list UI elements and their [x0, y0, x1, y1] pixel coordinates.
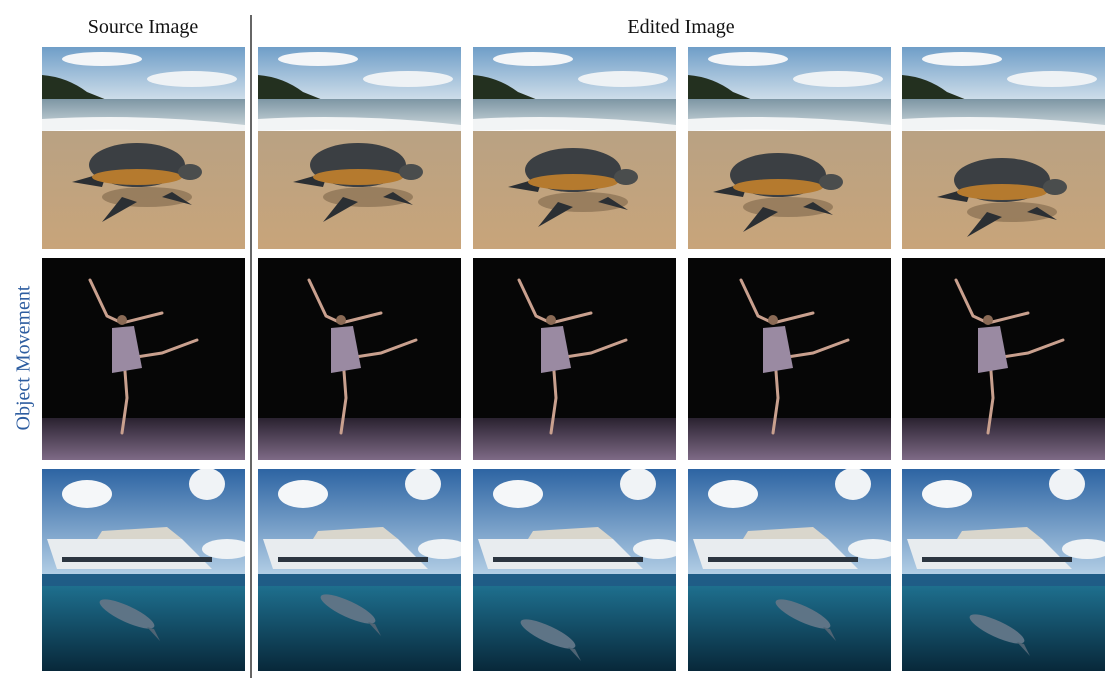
image-cell	[258, 469, 461, 671]
image-cell	[902, 258, 1105, 460]
image-cell	[473, 258, 676, 460]
image-cell	[42, 469, 245, 671]
image-background	[42, 469, 245, 671]
image-cell	[258, 47, 461, 249]
row-label: Object Movement	[13, 285, 35, 430]
image-background	[688, 469, 891, 671]
image-cell	[688, 47, 891, 249]
image-background	[258, 469, 461, 671]
image-cell	[473, 469, 676, 671]
image-background	[473, 47, 676, 249]
image-background	[258, 258, 461, 460]
image-cell	[688, 258, 891, 460]
image-cell	[902, 469, 1105, 671]
image-cell	[902, 47, 1105, 249]
image-background	[473, 258, 676, 460]
column-header: Source Image	[88, 16, 199, 38]
image-background	[473, 469, 676, 671]
image-cell	[473, 47, 676, 249]
image-background	[42, 258, 245, 460]
image-cell	[688, 469, 891, 671]
image-cell	[42, 47, 245, 249]
column-header: Edited Image	[627, 16, 734, 38]
image-cell	[42, 258, 245, 460]
image-cell	[258, 258, 461, 460]
image-background	[688, 47, 891, 249]
